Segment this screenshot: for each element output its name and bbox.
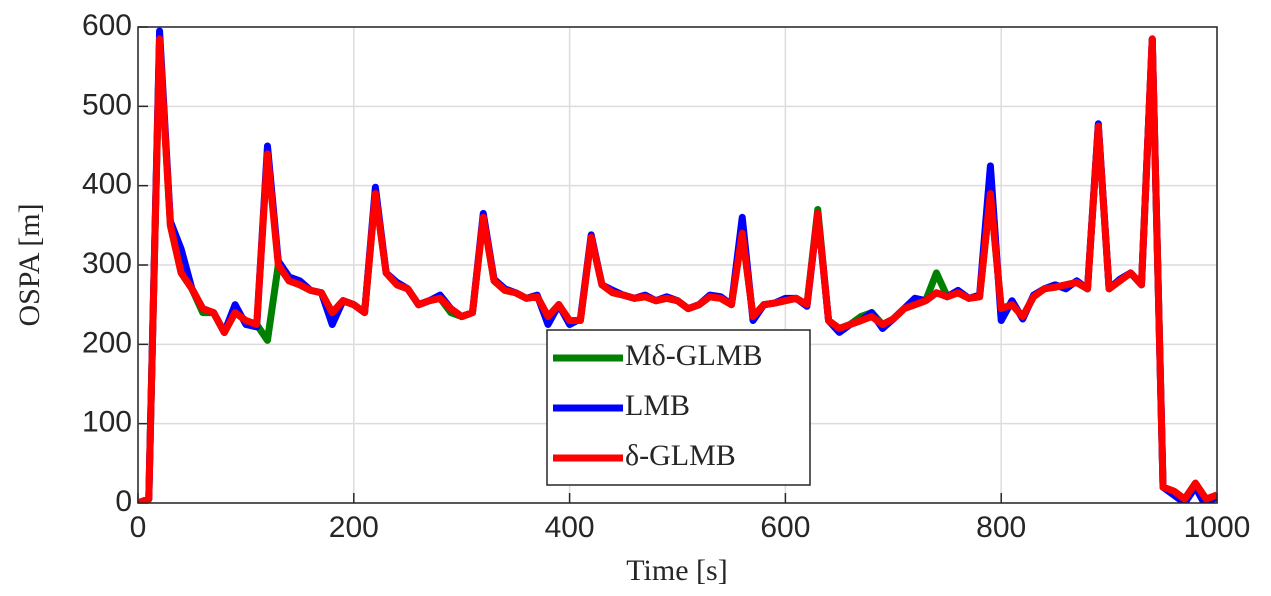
x-axis-label: Time [s] (626, 554, 727, 587)
series-line (138, 35, 1217, 503)
x-tick-label: 400 (545, 511, 595, 544)
x-tick-label: 800 (976, 511, 1026, 544)
legend-label: LMB (625, 389, 690, 422)
lines (138, 27, 1217, 503)
y-tick-label: 200 (82, 326, 132, 359)
x-tick-label: 600 (760, 511, 810, 544)
x-tick-label: 1000 (1184, 511, 1251, 544)
labels: 0 100 200 300 400 500 600 0 200 400 600 800 1000 (82, 9, 1250, 544)
y-tick-label: 300 (82, 247, 132, 280)
y-tick-label: 100 (82, 406, 132, 439)
y-tick-label: 400 (82, 168, 132, 201)
plot-frame (137, 26, 1218, 504)
y-tick-label: 500 (82, 88, 132, 121)
x-tick-label: 0 (130, 511, 147, 544)
legend-label: Mδ-GLMB (625, 339, 762, 372)
y-tick-label: 600 (82, 9, 132, 42)
y-axis-label: OSPA [m] (13, 203, 46, 326)
legend-label: δ-GLMB (625, 439, 736, 472)
legend: Mδ-GLMB LMB δ-GLMB (546, 329, 811, 486)
x-tick-label: 200 (329, 511, 379, 544)
y-tick-label: 0 (115, 485, 132, 518)
